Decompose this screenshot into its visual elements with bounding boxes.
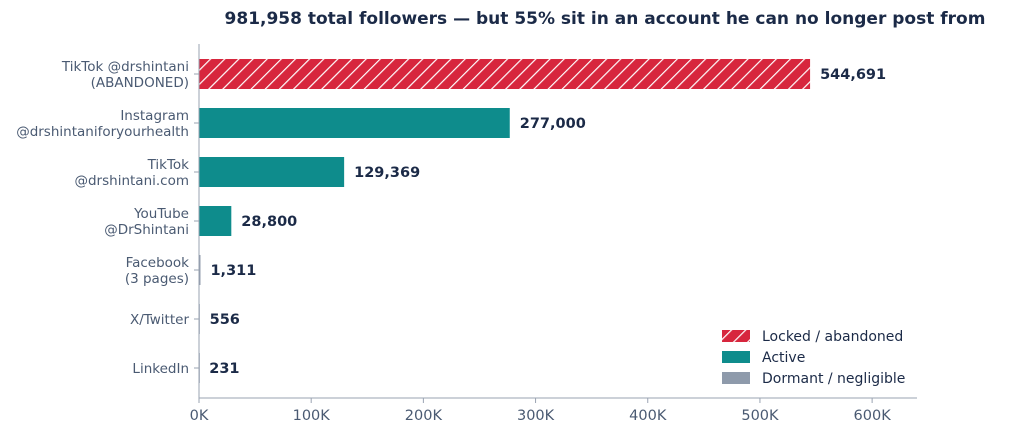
value-label-4: 1,311 <box>210 263 256 279</box>
x-tick-label-5: 500K <box>741 408 779 424</box>
bar-4 <box>199 255 201 285</box>
category-label-5: X/Twitter <box>130 312 189 328</box>
value-label-0: 544,691 <box>820 67 886 83</box>
category-label-4: Facebook (3 pages) <box>125 255 189 287</box>
value-label-6: 231 <box>209 361 239 377</box>
bar-1 <box>199 108 510 138</box>
value-label-1: 277,000 <box>520 116 586 132</box>
x-tick-label-3: 300K <box>517 408 555 424</box>
category-label-6: LinkedIn <box>132 361 189 377</box>
legend: Locked / abandoned Active Dormant / neglig… <box>722 329 905 387</box>
legend-swatch-dormant <box>722 372 750 384</box>
value-label-3: 28,800 <box>241 214 297 230</box>
legend-label-active: Active <box>762 350 805 366</box>
x-tick-label-0: 0K <box>190 408 209 424</box>
x-tick-label-6: 600K <box>854 408 892 424</box>
bar-3 <box>199 206 232 236</box>
bar-2 <box>199 157 345 187</box>
legend-label-locked: Locked / abandoned <box>762 329 903 345</box>
x-tick-label-1: 100K <box>293 408 331 424</box>
legend-swatch-locked <box>722 330 750 342</box>
bar-0 <box>199 59 811 89</box>
x-tick-label-4: 400K <box>629 408 667 424</box>
x-tick-label-2: 200K <box>405 408 443 424</box>
legend-swatch-active <box>722 351 750 363</box>
value-label-2: 129,369 <box>354 165 420 181</box>
category-label-3: YouTube @DrShintani <box>104 206 189 238</box>
category-label-0: TikTok @drshintani (ABANDONED) <box>61 59 189 91</box>
axes: TikTok @drshintani (ABANDONED) Instagram @d… <box>16 44 917 424</box>
value-label-5: 556 <box>210 312 240 328</box>
category-label-1: Instagram @drshintaniforyourhealth <box>16 108 189 140</box>
chart-title: 981,958 total followers — but 55% sit in… <box>225 9 986 29</box>
legend-label-dormant: Dormant / negligible <box>762 371 905 387</box>
category-label-2: TikTok @drshintani.com <box>74 157 189 189</box>
